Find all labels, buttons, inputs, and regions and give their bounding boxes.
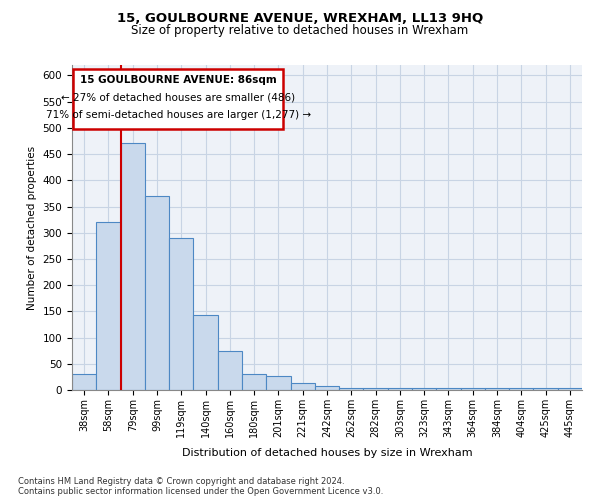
Bar xyxy=(121,142,145,390)
Bar xyxy=(193,315,218,390)
Bar xyxy=(388,388,412,390)
Bar xyxy=(461,388,485,390)
Bar xyxy=(364,388,388,390)
Text: Contains HM Land Registry data © Crown copyright and database right 2024.: Contains HM Land Registry data © Crown c… xyxy=(18,478,344,486)
Text: Size of property relative to detached houses in Wrexham: Size of property relative to detached ho… xyxy=(131,24,469,37)
Text: 15 GOULBOURNE AVENUE: 86sqm: 15 GOULBOURNE AVENUE: 86sqm xyxy=(80,76,277,86)
Bar xyxy=(72,374,96,390)
Bar xyxy=(339,388,364,390)
X-axis label: Distribution of detached houses by size in Wrexham: Distribution of detached houses by size … xyxy=(182,448,472,458)
Y-axis label: Number of detached properties: Number of detached properties xyxy=(27,146,37,310)
Bar xyxy=(533,388,558,390)
Bar xyxy=(145,196,169,390)
Bar xyxy=(412,388,436,390)
Text: Contains public sector information licensed under the Open Government Licence v3: Contains public sector information licen… xyxy=(18,488,383,496)
Text: 15, GOULBOURNE AVENUE, WREXHAM, LL13 9HQ: 15, GOULBOURNE AVENUE, WREXHAM, LL13 9HQ xyxy=(117,12,483,26)
Bar xyxy=(558,388,582,390)
Bar xyxy=(242,374,266,390)
Bar xyxy=(315,386,339,390)
Bar xyxy=(266,376,290,390)
Bar xyxy=(485,388,509,390)
Text: ← 27% of detached houses are smaller (486): ← 27% of detached houses are smaller (48… xyxy=(61,92,295,102)
Bar xyxy=(218,350,242,390)
Bar xyxy=(96,222,121,390)
FancyBboxPatch shape xyxy=(73,69,283,129)
Bar xyxy=(290,382,315,390)
Bar xyxy=(509,388,533,390)
Bar xyxy=(169,238,193,390)
Text: 71% of semi-detached houses are larger (1,277) →: 71% of semi-detached houses are larger (… xyxy=(46,110,311,120)
Bar xyxy=(436,388,461,390)
